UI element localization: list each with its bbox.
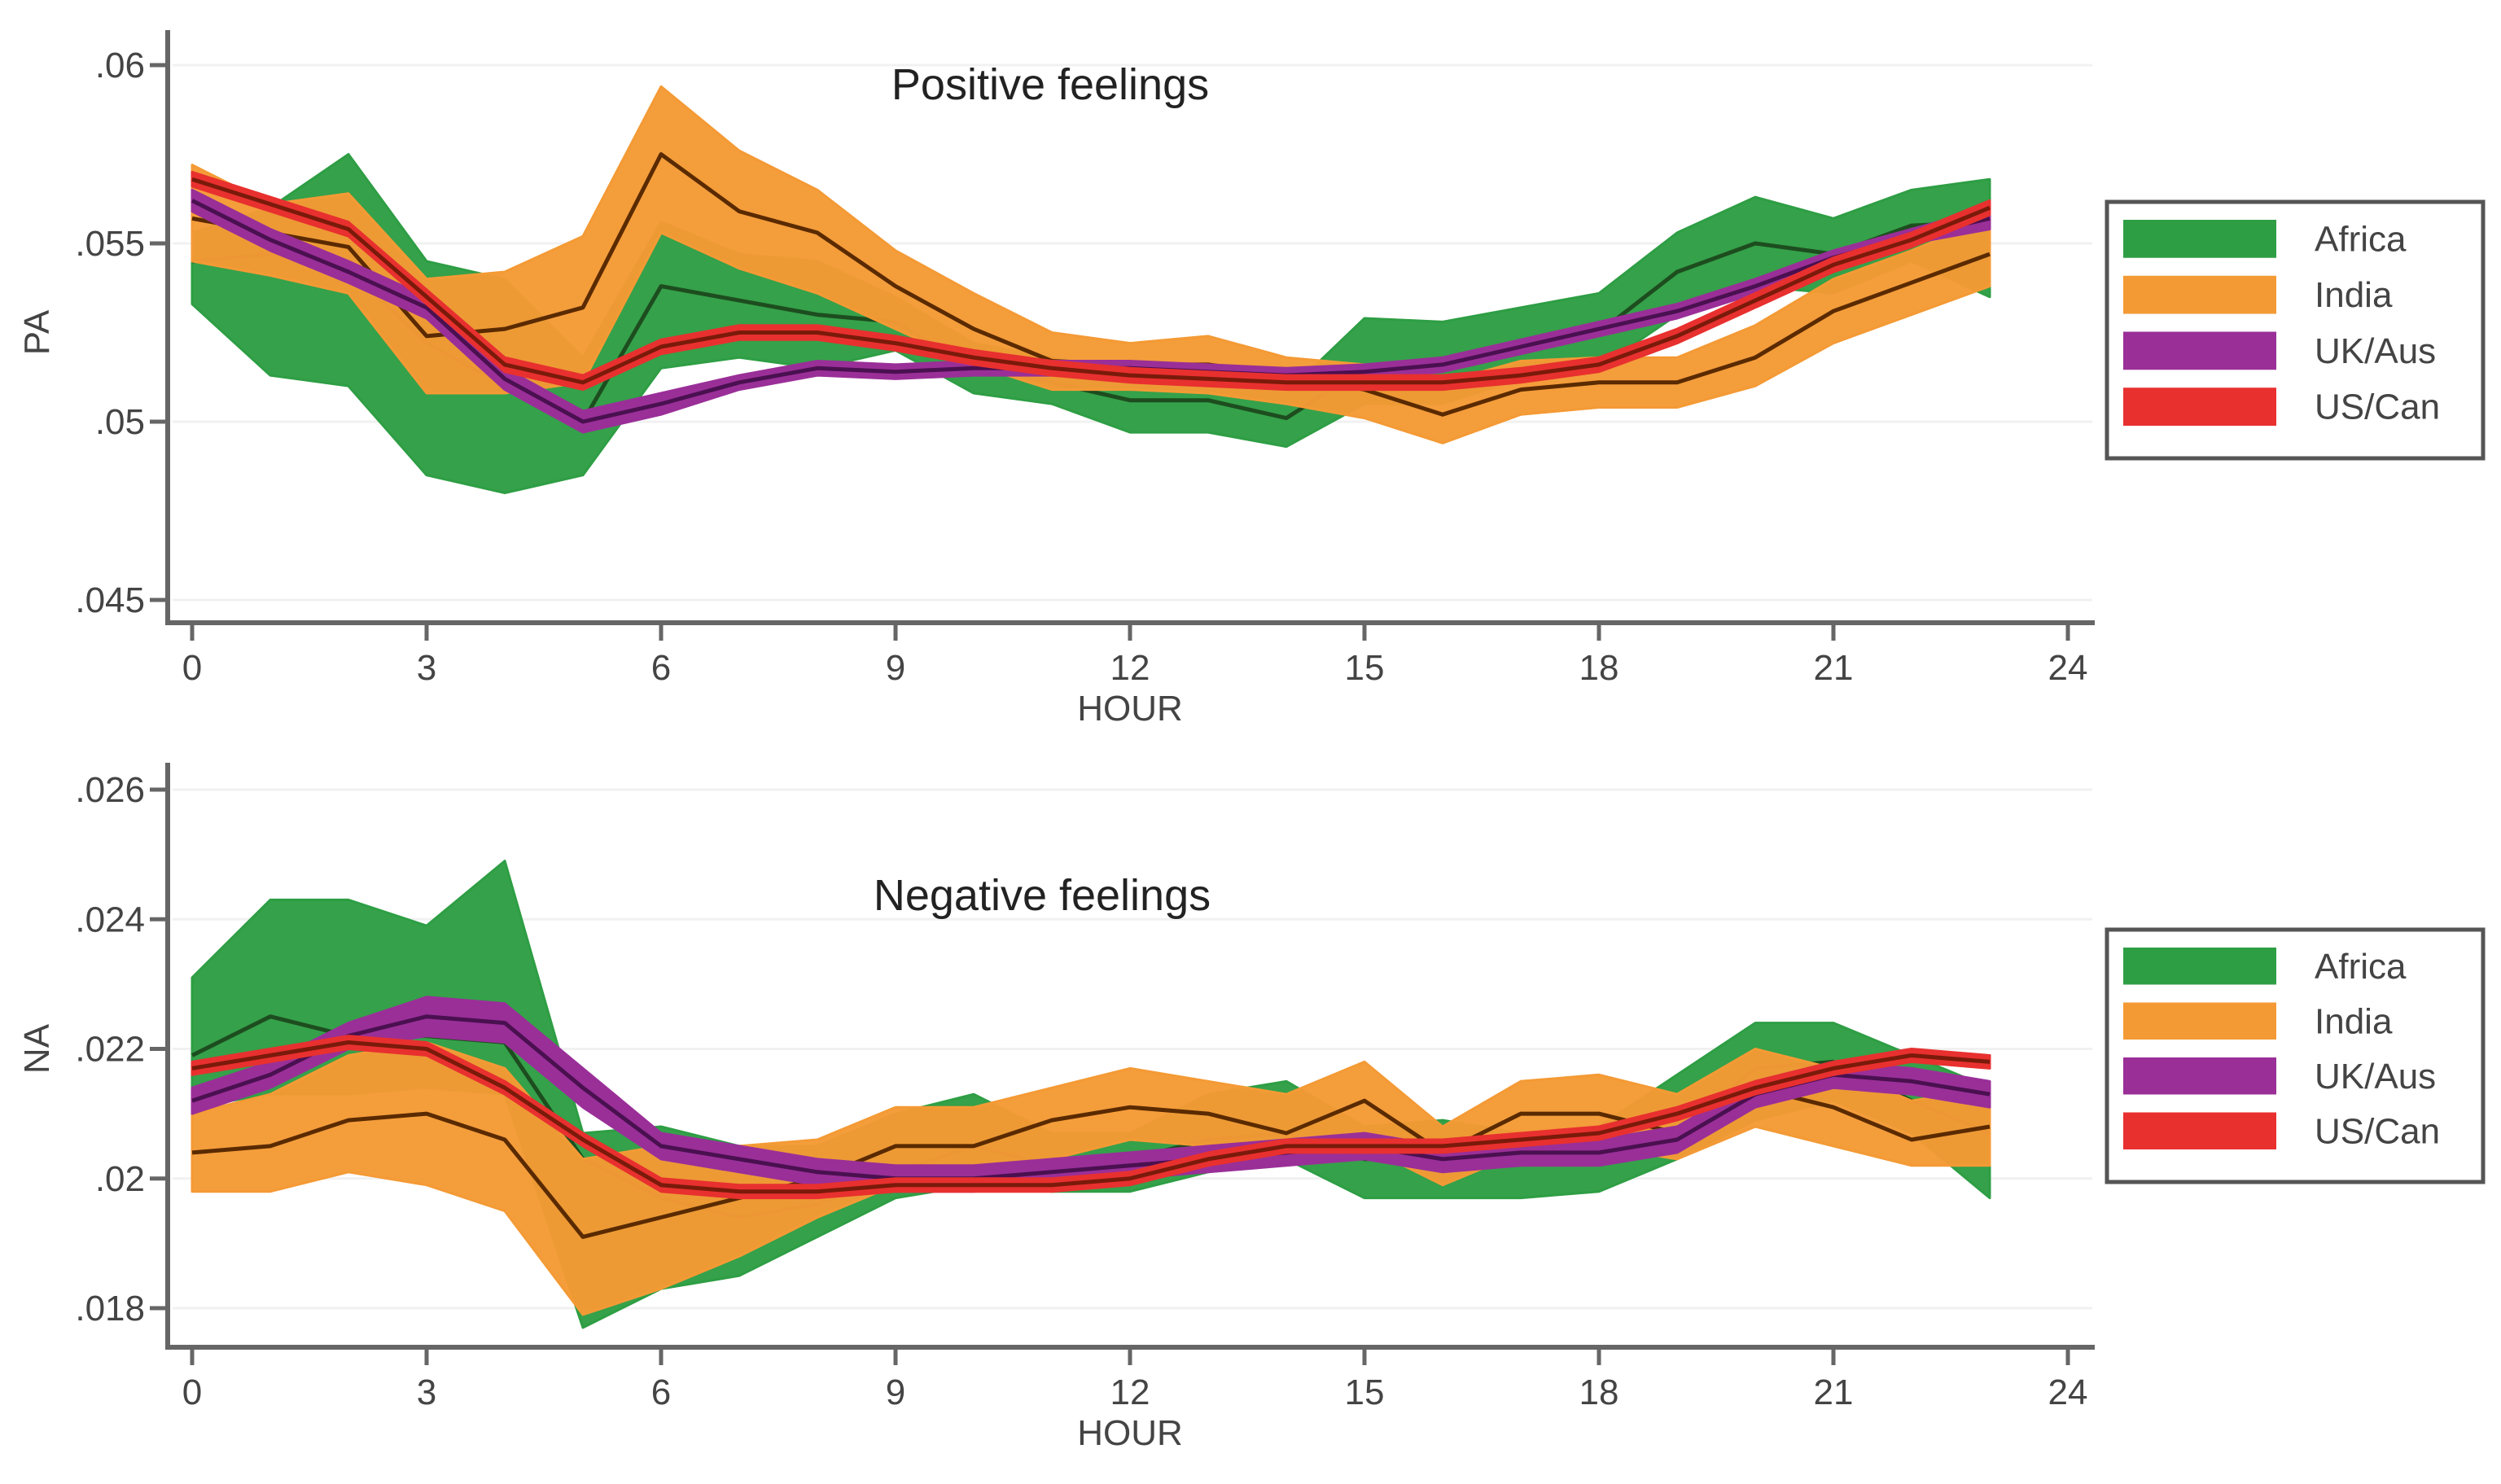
negative-feelings-panel: .018 .02 .022 .024 .026 0 3 6 9 12 15 18 21 24 HOUR NA N… bbox=[17, 763, 2486, 1453]
series-group bbox=[191, 860, 1991, 1329]
legend-swatch-africa bbox=[2123, 948, 2276, 985]
y-tick-label: .024 bbox=[75, 900, 145, 939]
legend-label: US/Can bbox=[2315, 1111, 2440, 1151]
legend-label: Africa bbox=[2315, 947, 2407, 987]
panel-title: Positive feelings bbox=[891, 60, 1209, 109]
legend-swatch-africa bbox=[2123, 220, 2276, 258]
x-tick-label: 0 bbox=[182, 648, 202, 688]
band-india bbox=[191, 85, 1991, 444]
legend-swatch-uk-aus bbox=[2123, 1057, 2276, 1095]
line-us-can bbox=[191, 177, 1991, 385]
legend-swatch-us-can bbox=[2123, 387, 2276, 426]
legend-label: UK/Aus bbox=[2315, 331, 2436, 371]
y-tick-label: .05 bbox=[95, 402, 145, 442]
y-tick-label: .026 bbox=[75, 770, 145, 810]
legend-swatch-uk-aus bbox=[2123, 331, 2276, 370]
line-uk-aus bbox=[191, 1014, 1991, 1181]
y-tick-label: .02 bbox=[95, 1159, 145, 1199]
x-tick-label: 12 bbox=[1110, 648, 1150, 688]
legend-swatch-india bbox=[2123, 1002, 2276, 1040]
x-tick-label: 24 bbox=[2048, 1372, 2088, 1412]
x-tick-label: 0 bbox=[182, 1372, 202, 1412]
y-tick-label: .055 bbox=[75, 224, 145, 264]
panel-title: Negative feelings bbox=[874, 871, 1211, 920]
legend-label: Africa bbox=[2315, 219, 2407, 259]
x-tick-label: 15 bbox=[1345, 1372, 1385, 1412]
legend-label: India bbox=[2315, 275, 2393, 315]
band-us-can bbox=[191, 170, 1991, 392]
legend: Africa India UK/Aus US/Can bbox=[2105, 199, 2486, 461]
y-tick-label: .018 bbox=[75, 1289, 145, 1329]
x-tick-label: 18 bbox=[1579, 648, 1619, 688]
x-tick-label: 12 bbox=[1110, 1372, 1150, 1412]
y-axis-title: PA bbox=[17, 309, 57, 355]
y-axis-title: NA bbox=[17, 1023, 57, 1074]
x-tick-label: 15 bbox=[1345, 648, 1385, 688]
x-tick-label: 3 bbox=[417, 1372, 436, 1412]
legend-swatch-india bbox=[2123, 275, 2276, 314]
y-tick-label: .022 bbox=[75, 1030, 145, 1070]
legend-swatch-us-can bbox=[2123, 1112, 2276, 1149]
legend-label: India bbox=[2315, 1001, 2393, 1041]
x-tick-label: 21 bbox=[1814, 1372, 1854, 1412]
line-us-can bbox=[191, 1040, 1991, 1194]
x-tick-label: 21 bbox=[1814, 648, 1854, 688]
series-group bbox=[191, 85, 1991, 495]
x-axis-title: HOUR bbox=[1077, 689, 1183, 729]
x-tick-label: 3 bbox=[417, 648, 436, 688]
y-tick-label: .045 bbox=[75, 580, 145, 620]
legend: Africa India UK/Aus US/Can bbox=[2105, 927, 2486, 1184]
legend-label: UK/Aus bbox=[2315, 1057, 2436, 1097]
x-tick-label: 9 bbox=[886, 648, 905, 688]
legend-label: US/Can bbox=[2315, 387, 2440, 427]
y-tick-label: .06 bbox=[95, 46, 145, 85]
x-axis-title: HOUR bbox=[1077, 1413, 1183, 1453]
x-tick-label: 18 bbox=[1579, 1372, 1619, 1412]
x-tick-label: 24 bbox=[2048, 648, 2088, 688]
x-tick-label: 6 bbox=[651, 1372, 671, 1412]
band-uk-aus bbox=[191, 188, 1991, 434]
positive-feelings-panel: .045 .05 .055 .06 0 3 6 9 12 15 18 21 24 HOUR PA Positi… bbox=[17, 30, 2486, 729]
x-tick-label: 9 bbox=[886, 1372, 905, 1412]
band-india bbox=[191, 1041, 1991, 1316]
x-tick-label: 6 bbox=[651, 648, 671, 688]
